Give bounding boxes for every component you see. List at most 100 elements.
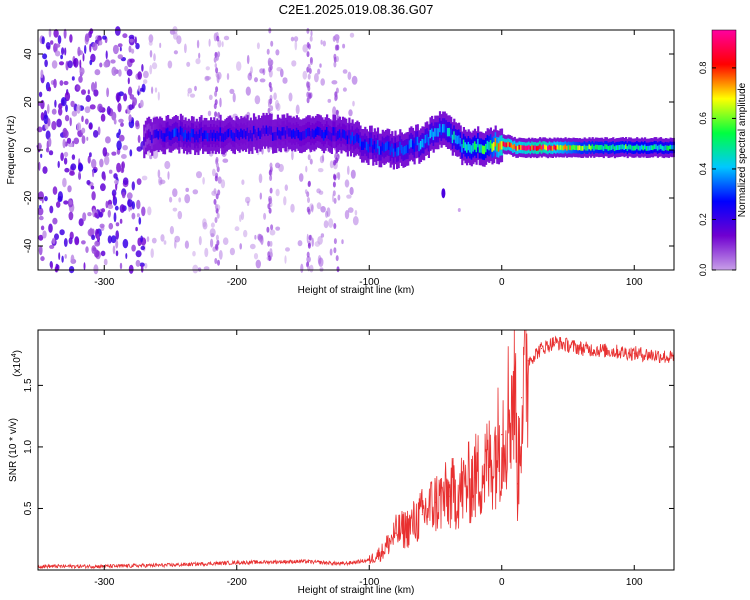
- ridge-core: [313, 130, 316, 139]
- colorbar-tick-label: 0.0: [698, 264, 708, 277]
- noise-mark: [178, 197, 182, 203]
- noise-mark: [316, 202, 322, 210]
- noise-mark: [163, 240, 167, 245]
- ridge-core: [450, 129, 453, 138]
- ridge-core: [623, 145, 626, 150]
- noise-mark: [187, 87, 193, 94]
- streak-mark: [307, 242, 311, 249]
- ridge-core: [195, 131, 198, 140]
- noise-mark: [173, 32, 178, 40]
- noise-mark: [232, 92, 236, 103]
- ridge-core: [372, 144, 375, 154]
- streak-mark: [270, 40, 274, 47]
- noise-mark: [117, 54, 124, 60]
- ridge-core: [442, 124, 445, 133]
- noise-mark: [126, 69, 133, 77]
- snr-point: [448, 495, 450, 497]
- ridge-core: [462, 139, 465, 148]
- noise-mark: [64, 91, 71, 102]
- ridge-core: [483, 145, 486, 155]
- ridge-core: [574, 145, 577, 150]
- colorbar-tick-label: 0.6: [698, 112, 708, 125]
- noise-mark: [69, 200, 73, 205]
- ridge-core: [332, 127, 335, 136]
- noise-mark: [121, 154, 127, 159]
- ridge-core: [648, 145, 651, 151]
- ridge-core: [618, 145, 621, 150]
- ridge-core: [528, 144, 531, 150]
- ridge-core: [349, 135, 353, 144]
- snr-point: [395, 532, 397, 534]
- streak-mark: [217, 111, 221, 118]
- noise-mark: [119, 46, 122, 52]
- ridge-core: [232, 132, 235, 141]
- noise-mark: [196, 171, 202, 179]
- spectrogram-x-ticks: -300 -200 -100 0 100: [94, 30, 643, 288]
- noise-mark: [122, 145, 128, 151]
- noise-mark: [81, 115, 84, 123]
- noise-mark: [63, 200, 69, 205]
- ridge-core: [644, 144, 647, 150]
- streak-mark: [268, 81, 272, 88]
- noise-mark: [60, 152, 64, 161]
- noise-mark: [48, 150, 54, 156]
- noise-mark: [52, 217, 58, 225]
- ridge-core: [307, 127, 310, 137]
- ridge-core: [219, 127, 222, 136]
- ridge-core: [477, 138, 480, 148]
- ridge-core: [485, 143, 488, 153]
- noise-mark: [208, 94, 213, 101]
- noise-mark: [53, 78, 57, 89]
- noise-mark: [204, 75, 210, 82]
- noise-mark: [300, 263, 304, 273]
- noise-mark: [278, 163, 284, 173]
- noise-mark: [77, 46, 81, 57]
- noise-mark: [99, 223, 105, 229]
- ridge-core: [299, 131, 302, 141]
- ridge-core: [206, 133, 209, 142]
- noise-mark: [172, 207, 178, 212]
- noise-mark: [84, 44, 87, 54]
- ridge-core: [647, 145, 650, 151]
- noise-mark: [291, 150, 294, 161]
- noise-mark: [351, 75, 358, 85]
- noise-mark: [54, 99, 57, 108]
- noise-mark: [54, 266, 58, 273]
- noise-mark: [317, 68, 321, 75]
- ridge-core: [464, 142, 467, 151]
- noise-mark: [60, 54, 63, 60]
- noise-mark: [241, 179, 245, 185]
- ridge-core: [241, 130, 244, 139]
- noise-mark: [348, 109, 353, 117]
- snr-point: [633, 352, 635, 354]
- ridge-core: [265, 125, 268, 134]
- noise-mark: [214, 63, 217, 68]
- noise-mark: [269, 229, 276, 236]
- noise-mark: [122, 238, 129, 249]
- ridge-core: [451, 134, 454, 144]
- ridge-core: [326, 127, 329, 136]
- snr-point: [517, 483, 519, 485]
- noise-mark: [58, 103, 63, 110]
- ridge-core: [631, 145, 634, 151]
- ridge-core: [322, 132, 326, 141]
- streak-mark: [307, 73, 311, 80]
- noise-mark: [103, 61, 109, 68]
- ridge-core: [238, 131, 241, 141]
- snr-multiplier-text: (x104): [11, 350, 23, 377]
- ridge-core: [539, 144, 542, 150]
- noise-mark: [131, 201, 135, 210]
- noise-mark: [239, 214, 242, 222]
- ridge-core: [656, 145, 659, 151]
- noise-mark: [105, 50, 108, 60]
- ridge-core: [378, 146, 381, 155]
- streak-mark: [333, 53, 337, 60]
- noise-mark: [86, 136, 89, 141]
- noise-mark: [67, 185, 72, 193]
- noise-mark: [347, 71, 352, 81]
- streak-mark: [335, 157, 339, 164]
- noise-mark: [52, 237, 56, 244]
- ridge-core: [524, 145, 527, 151]
- ridge-core: [330, 133, 333, 142]
